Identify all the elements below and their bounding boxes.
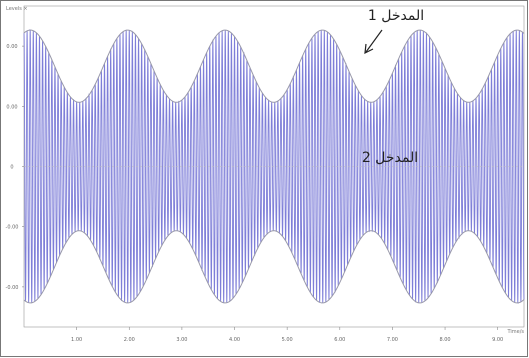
x-tick-label: 9.00 xyxy=(492,337,503,343)
x-tick-label: 2.00 xyxy=(124,337,135,343)
annotation-arrow-icon xyxy=(364,29,383,55)
x-tick-label: 4.00 xyxy=(229,337,240,343)
x-tick-label: 1.00 xyxy=(71,337,82,343)
y-tick-label: -0.00 xyxy=(6,285,19,291)
signal-envelope xyxy=(23,29,525,304)
x-tick-label: 6.00 xyxy=(334,337,345,343)
envelope-lower xyxy=(23,230,525,304)
y-axis-corner-label: Levels × xyxy=(6,6,28,12)
y-axis-ticks: 0.00 0.00 0 -0.00 -0.00 xyxy=(6,44,24,291)
annotation-input-1: المدخل 1 xyxy=(368,8,424,24)
x-tick-label: 3.00 xyxy=(176,337,187,343)
x-tick-label: 7.00 xyxy=(387,337,398,343)
y-tick-label: -0.00 xyxy=(6,225,19,231)
y-tick-label: 0 xyxy=(10,165,13,171)
x-tick-label: 5.00 xyxy=(282,337,293,343)
y-tick-label: 0.00 xyxy=(6,104,17,110)
x-tick-label: 8.00 xyxy=(439,337,450,343)
y-tick-label: 0.00 xyxy=(6,44,17,50)
annotation-input-2: المدخل 2 xyxy=(362,150,418,166)
x-axis-ticks: 1.00 2.00 3.00 4.00 5.00 6.00 7.00 8.00 9.00 xyxy=(71,327,503,343)
x-axis-corner-label: Time/s xyxy=(506,329,524,335)
envelope-upper xyxy=(23,29,525,103)
